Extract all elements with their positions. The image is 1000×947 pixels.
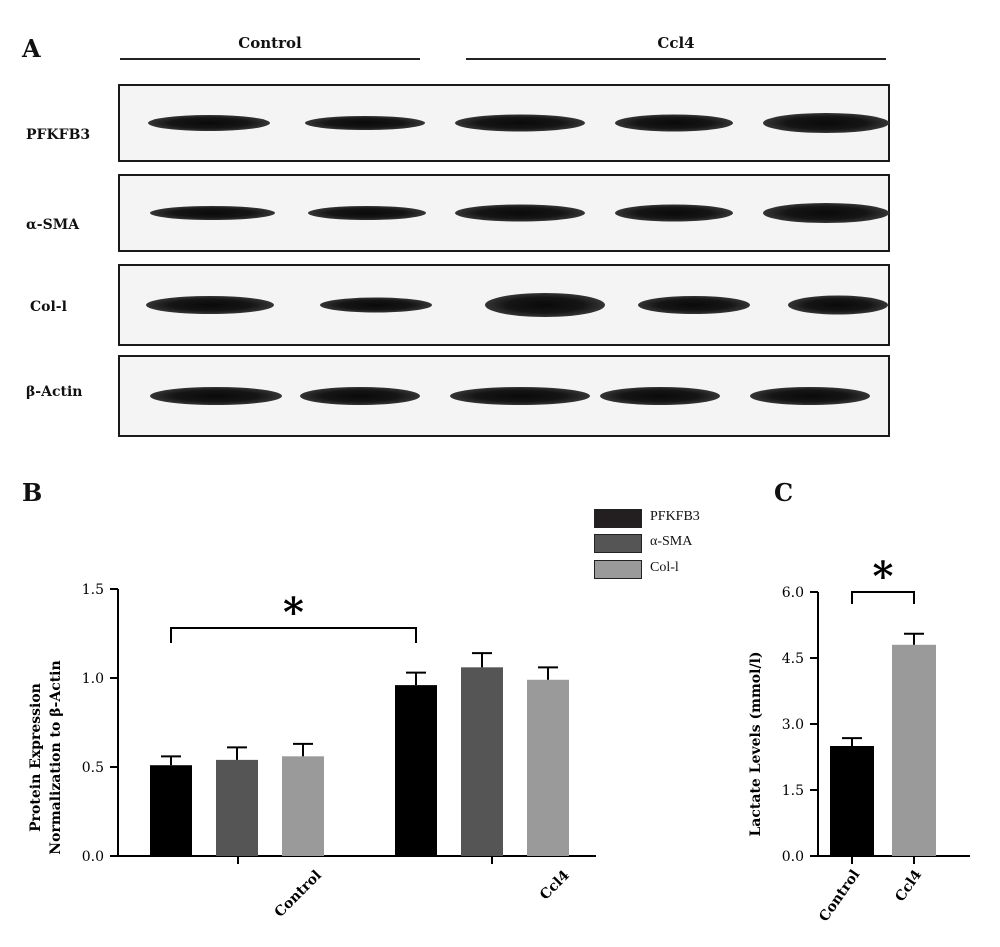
- panel-b-letter: B: [22, 478, 43, 507]
- band: [305, 116, 425, 130]
- blot-row-bactin: [118, 355, 890, 437]
- bar-sma-ccl4: [461, 667, 503, 856]
- y-axis-label-line1: Protein Expression: [28, 683, 44, 832]
- band: [763, 203, 889, 223]
- blot-label-asma: α-SMA: [26, 217, 80, 233]
- band: [450, 387, 590, 405]
- band: [788, 295, 888, 315]
- legend-swatch-col1: [594, 560, 642, 579]
- y-tick-label: 6.0: [782, 585, 804, 601]
- band: [146, 296, 274, 314]
- significance-star: *: [873, 560, 894, 600]
- y-tick-label: 3.0: [782, 717, 804, 733]
- band: [150, 387, 282, 405]
- blot-row-asma: [118, 174, 890, 252]
- x-tick-label-control: Control: [816, 867, 863, 925]
- chart-b: 0.0 0.5 1.0 1.5 Control Ccl4 * Protein Expressi…: [28, 582, 596, 921]
- group-label-control: Control: [238, 34, 302, 52]
- band: [300, 387, 420, 405]
- legend-label-pfkfb3: PFKFB3: [650, 509, 700, 524]
- bar-ccl4: [892, 644, 936, 856]
- blot-row-pfkfb3: [118, 84, 890, 162]
- band: [455, 114, 585, 132]
- band: [638, 296, 750, 314]
- blot-row-col1: [118, 264, 890, 346]
- y-tick-label: 0.5: [82, 760, 104, 776]
- y-tick-label: 1.5: [82, 582, 104, 598]
- band: [148, 115, 270, 131]
- chart-c: 0.0 1.5 3.0 4.5 6.0 Control Ccl4 * Lactate Level…: [748, 560, 970, 925]
- legend-label-asma: α-SMA: [650, 534, 693, 549]
- band: [615, 114, 733, 132]
- legend-swatch-asma: [594, 534, 642, 553]
- x-tick-label-control: Control: [272, 868, 325, 921]
- bar-coll-ccl4: [527, 679, 569, 856]
- group-line-control: [120, 58, 420, 60]
- band: [150, 206, 275, 220]
- blot-label-pfkfb3: PFKFB3: [26, 127, 91, 143]
- significance-bracket: [851, 591, 915, 604]
- significance-bracket: [170, 627, 417, 643]
- bar-sma-control: [216, 759, 258, 856]
- y-tick-label: 4.5: [782, 651, 804, 667]
- y-axis-label: Lactate Levels (mmol/l): [748, 651, 764, 836]
- significance-star: *: [283, 589, 304, 636]
- x-tick-label-ccl4: Ccl4: [537, 867, 573, 903]
- legend-swatch-pfkfb3: [594, 509, 642, 528]
- y-tick-label: 0.0: [82, 849, 104, 865]
- band: [320, 297, 432, 313]
- panel-c-letter: C: [774, 478, 794, 507]
- band: [600, 387, 720, 405]
- group-label-ccl4: Ccl4: [657, 34, 695, 52]
- x-tick-label-ccl4: Ccl4: [892, 867, 925, 905]
- group-line-ccl4: [466, 58, 886, 60]
- y-tick-label: 0.0: [782, 849, 804, 865]
- y-tick-label: 1.0: [82, 671, 104, 687]
- legend-label-col1: Col-l: [650, 560, 679, 575]
- bar-coll-control: [282, 756, 324, 856]
- band: [308, 206, 426, 220]
- band: [455, 204, 585, 222]
- band: [763, 113, 889, 133]
- band: [750, 387, 870, 405]
- blot-label-bactin: β-Actin: [26, 384, 83, 400]
- panel-a-letter: A: [22, 34, 41, 63]
- blot-label-col1: Col-l: [30, 299, 67, 315]
- bar-pfkfb3-ccl4: [395, 685, 437, 856]
- y-axis-label-line2: Normalization to β-Actin: [48, 660, 64, 854]
- bar-pfkfb3-control: [150, 765, 192, 856]
- band: [485, 293, 605, 317]
- band: [615, 204, 733, 222]
- bar-control: [830, 746, 874, 856]
- y-tick-label: 1.5: [782, 783, 804, 799]
